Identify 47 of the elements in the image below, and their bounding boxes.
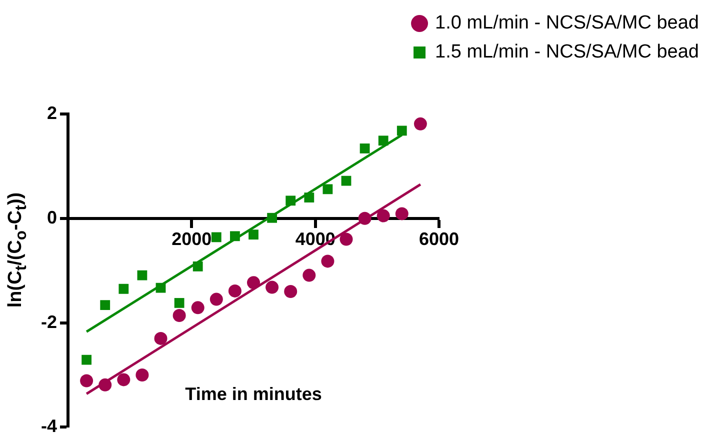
- point: [358, 212, 372, 225]
- point: [302, 268, 316, 282]
- y-tick-label: -2: [40, 312, 58, 332]
- point: [340, 232, 353, 246]
- x-tick-label: 6000: [418, 229, 460, 250]
- point: [172, 308, 186, 322]
- point: [341, 176, 352, 186]
- point: [247, 276, 260, 290]
- point: [322, 184, 333, 194]
- point: [321, 254, 334, 268]
- point: [210, 292, 223, 306]
- point: [211, 232, 222, 242]
- point: [284, 284, 298, 298]
- y-tick-label: -4: [40, 416, 58, 436]
- legend-label: 1.5 mL/min - NCS/SA/MC bead: [435, 42, 700, 63]
- point: [136, 368, 149, 382]
- point: [304, 192, 314, 202]
- point: [230, 231, 240, 242]
- point: [117, 373, 130, 386]
- point: [378, 136, 388, 146]
- point: [80, 374, 94, 388]
- point: [395, 207, 408, 220]
- point: [82, 354, 92, 365]
- point: [248, 230, 258, 240]
- point: [192, 261, 203, 272]
- point: [118, 284, 129, 294]
- point: [266, 280, 279, 294]
- point: [360, 144, 370, 154]
- point: [376, 209, 390, 222]
- y-tick-label: 2: [46, 102, 58, 123]
- point: [174, 298, 184, 308]
- point: [191, 301, 204, 314]
- point: [137, 270, 148, 280]
- legend-label: 1.0 mL/min - NCS/SA/MC bead: [435, 12, 700, 34]
- x-tick-label: 4000: [295, 229, 336, 250]
- x-tick-label: 2000: [172, 229, 212, 250]
- point: [100, 300, 110, 310]
- point: [228, 284, 242, 298]
- point: [156, 282, 166, 293]
- point: [414, 117, 427, 130]
- point: [396, 126, 407, 136]
- point: [98, 378, 112, 392]
- point: [267, 212, 277, 223]
- point: [286, 196, 296, 206]
- x-axis-title: Time in minutes: [185, 384, 322, 404]
- y-tick-label: 0: [46, 207, 58, 228]
- point: [154, 332, 168, 345]
